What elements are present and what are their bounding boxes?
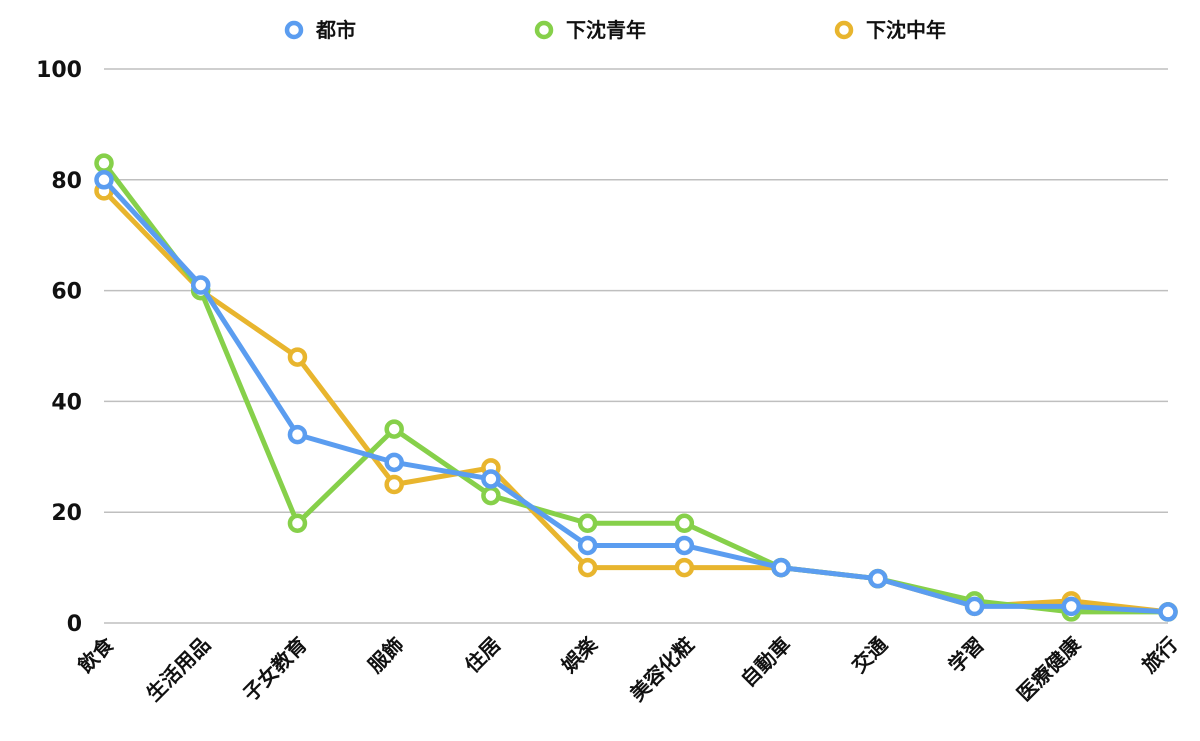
data-point [1158,602,1178,622]
data-point [1061,596,1082,617]
series-1 [94,153,1178,622]
data-point [190,275,211,295]
x-tick-label: 医療健康 [1012,632,1086,706]
data-point [94,170,114,190]
data-point [94,153,114,173]
x-tick-label: 娯楽 [557,632,603,678]
x-tick-label: 飲食 [72,632,119,679]
data-point [674,513,695,534]
legend-item: 下沈青年 [534,18,646,42]
data-point [577,535,598,556]
series-line [101,177,1171,615]
x-tick-label: 学習 [944,632,989,677]
data-point [674,535,695,556]
y-tick-label: 80 [51,169,82,194]
legend-item: 都市 [284,18,356,42]
data-point [674,557,695,578]
grid-lines [104,68,1168,624]
data-point [481,469,501,489]
data-point [481,485,501,506]
x-tick-label: 美容化粧 [625,632,699,706]
x-tick-label: 生活用品 [141,632,215,706]
legend-label: 下沈青年 [566,18,646,42]
data-point [287,513,308,534]
legend: 都市 下沈青年 下沈中年 [284,18,946,42]
series-line [101,160,1171,615]
x-tick-label: 服飾 [363,632,408,677]
data-point [868,568,888,589]
legend-label: 都市 [315,18,356,42]
data-point [287,424,308,445]
data-point [287,347,308,367]
y-tick-label: 40 [51,390,82,415]
data-point [577,513,598,534]
x-tick-label: 旅行 [1137,632,1182,677]
y-tick-label: 0 [67,612,82,637]
x-tick-label: 自動車 [736,632,795,691]
y-axis: 0 20 40 60 80 100 [36,58,82,637]
y-tick-label: 20 [51,501,82,526]
legend-item: 下沈中年 [834,18,946,42]
data-point [964,596,985,617]
data-point [384,474,404,495]
x-tick-label: 交通 [847,632,892,677]
data-point [577,557,598,578]
legend-marker-icon [834,20,854,40]
y-tick-label: 100 [36,58,82,83]
x-tick-label: 住居 [460,632,505,677]
series-layer [94,153,1178,622]
legend-label: 下沈中年 [866,18,946,42]
x-axis: 飲食 生活用品 子女教育 服飾 住居 娯楽 美容化粧 自動車 交通 学習 医療健康 旅行 [72,632,1182,706]
series-0 [94,170,1178,622]
x-tick-label: 子女教育 [238,632,312,706]
legend-marker-icon [284,20,304,40]
data-point [771,557,791,578]
data-point [384,452,404,473]
y-tick-label: 60 [51,280,82,305]
legend-marker-icon [534,20,554,40]
data-point [384,419,404,439]
